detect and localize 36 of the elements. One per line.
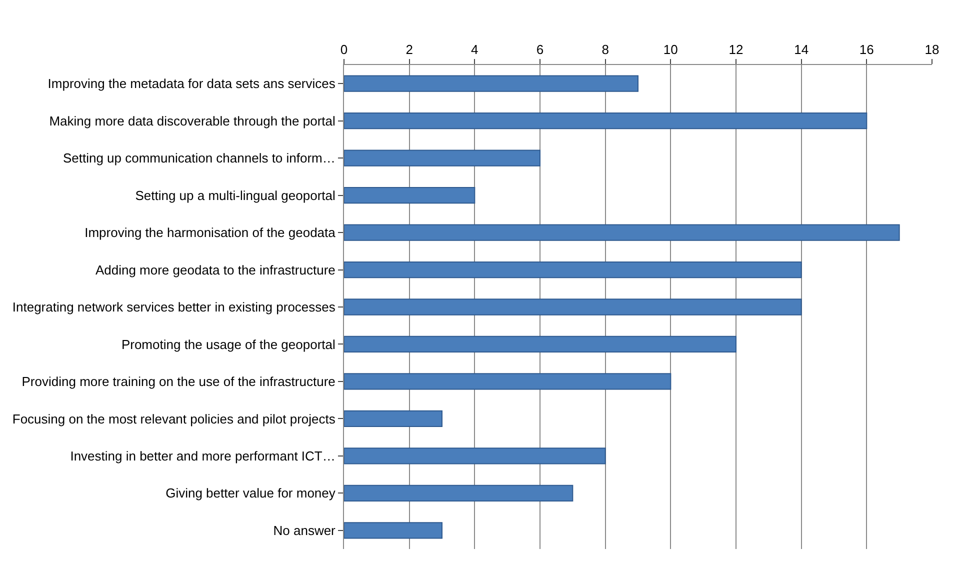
bar (344, 336, 736, 353)
y-tick-label: Investing in better and more performant ICT… (70, 448, 336, 464)
bar (344, 224, 900, 241)
x-tick-label: 14 (794, 42, 809, 57)
x-tick-label: 0 (340, 42, 348, 57)
y-tick-label: Giving better value for money (166, 486, 336, 501)
x-tick-label: 4 (471, 42, 478, 57)
x-tick-label: 2 (406, 42, 413, 57)
x-tick-label: 18 (924, 42, 940, 57)
x-tick-label: 6 (536, 42, 544, 57)
y-tick-label: No answer (273, 522, 336, 538)
y-tick-label: Improving the metadata for data sets ans services (48, 76, 336, 92)
bar (344, 112, 868, 130)
bar (344, 75, 638, 92)
y-tick-label: Integrating network services better in existing processes (12, 300, 336, 315)
y-tick-label: Promoting the usage of the geoportal (121, 336, 336, 352)
bar (344, 522, 442, 539)
bar (344, 373, 672, 390)
x-tick-label: 8 (602, 42, 609, 57)
bar (344, 298, 802, 316)
y-tick-label: Setting up a multi-lingual geoportal (135, 188, 336, 203)
x-tick-label: 10 (663, 42, 678, 57)
bar (344, 150, 540, 166)
bar (344, 186, 476, 204)
x-tick-label: 12 (728, 42, 744, 57)
y-tick-label: Adding more geodata to the infrastructure (95, 262, 336, 278)
y-tick-label: Making more data discoverable through the portal (49, 113, 336, 128)
y-tick-label: Setting up communication channels to inform… (62, 150, 336, 166)
bar (344, 261, 802, 278)
y-tick-label: Focusing on the most relevant policies and pilot projects (12, 411, 336, 426)
y-tick-label: Providing more training on the use of the infrastructure (22, 374, 336, 390)
x-tick-label: 16 (859, 42, 874, 57)
bar (344, 484, 574, 502)
bar (344, 448, 606, 464)
bar (344, 410, 442, 428)
y-tick-label: Improving the harmonisation of the geodata (84, 225, 336, 240)
